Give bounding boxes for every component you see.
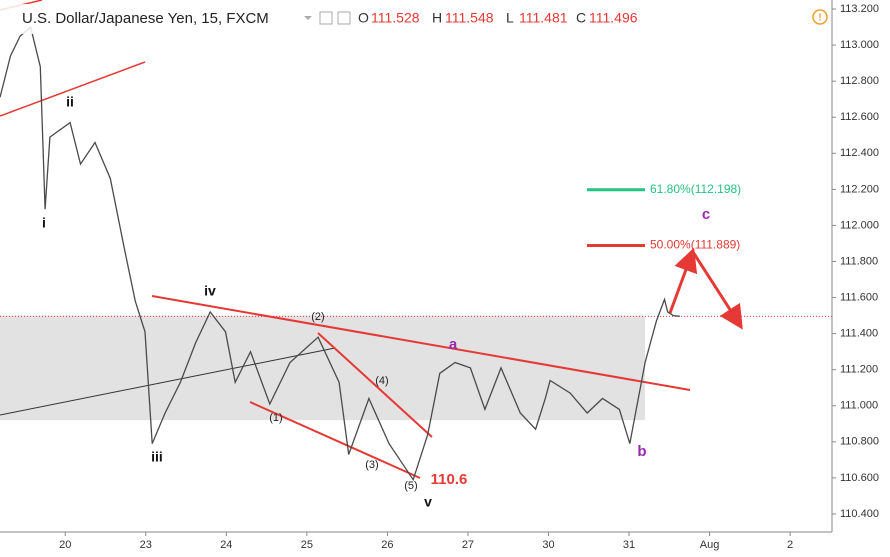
trendline [249, 401, 421, 479]
y-tick-label: 112.800 [840, 75, 879, 87]
fib-label: 50.00%(111.889) [650, 238, 740, 252]
y-tick-label: 110.400 [840, 508, 879, 520]
projection-arrow [668, 247, 698, 314]
wave-label: ii [66, 94, 74, 110]
ohlc-key: H [432, 10, 442, 26]
x-tick-label: 27 [462, 539, 474, 551]
ohlc-key: C [576, 10, 586, 26]
trendline [151, 295, 691, 391]
trendline [0, 347, 336, 416]
wave-label: i [42, 215, 46, 231]
warning-icon-mark: ! [818, 13, 821, 24]
ohlc-value: 111.528 [371, 10, 420, 26]
wave-label: b [637, 443, 646, 460]
support-zone [0, 315, 645, 421]
ohlc-key: O [358, 10, 369, 26]
settings-icon[interactable] [319, 11, 333, 25]
x-tick-label: 26 [381, 539, 393, 551]
wave-label: (1) [269, 412, 282, 424]
y-tick-label: 112.400 [840, 147, 879, 159]
settings-icon[interactable] [337, 11, 351, 25]
wave-label: iii [151, 449, 163, 465]
wave-label: a [449, 336, 458, 353]
x-tick-label: 20 [59, 539, 71, 551]
x-tick-label: Aug [700, 539, 720, 551]
x-tick-label: 23 [140, 539, 152, 551]
x-tick-label: 25 [301, 539, 313, 551]
x-tick-label: 24 [220, 539, 232, 551]
y-tick-label: 111.800 [840, 255, 878, 267]
wave-label: c [702, 206, 710, 223]
wave-label: (2) [311, 311, 324, 323]
y-tick-label: 110.800 [840, 436, 879, 448]
x-tick-label: 30 [542, 539, 554, 551]
warning-icon[interactable] [812, 9, 828, 25]
chart-title: U.S. Dollar/Japanese Yen, 15, FXCM [22, 10, 269, 27]
dropdown-icon[interactable] [304, 16, 312, 20]
wave-label: (3) [365, 459, 378, 471]
y-tick-label: 111.000 [840, 400, 878, 412]
y-tick-label: 111.400 [840, 328, 878, 340]
ohlc-value: 111.496 [589, 10, 638, 26]
projection-arrow [691, 251, 743, 330]
ohlc-value: 111.481 [519, 10, 568, 26]
y-tick-label: 112.600 [840, 111, 879, 123]
price-line [0, 25, 680, 482]
y-tick-label: 111.600 [840, 291, 878, 303]
y-tick-label: 112.200 [840, 183, 879, 195]
low-label: 110.6 [431, 471, 468, 488]
wave-label: v [424, 494, 432, 510]
y-tick-label: 111.200 [840, 364, 878, 376]
y-tick-label: 110.600 [840, 472, 879, 484]
y-tick-label: 113.200 [840, 3, 879, 15]
x-tick-label: 31 [623, 539, 635, 551]
ohlc-value: 111.548 [445, 10, 494, 26]
ohlc-key: L [506, 10, 514, 26]
wave-label: (5) [404, 480, 417, 492]
y-tick-label: 113.000 [840, 39, 879, 51]
y-tick-label: 112.000 [840, 219, 879, 231]
wave-label: (4) [375, 375, 388, 387]
trendline [317, 332, 433, 438]
trendline [0, 61, 146, 117]
wave-label: iv [204, 283, 216, 299]
x-tick-label: 2 [787, 539, 793, 551]
fib-label: 61.80%(112.198) [650, 182, 741, 196]
